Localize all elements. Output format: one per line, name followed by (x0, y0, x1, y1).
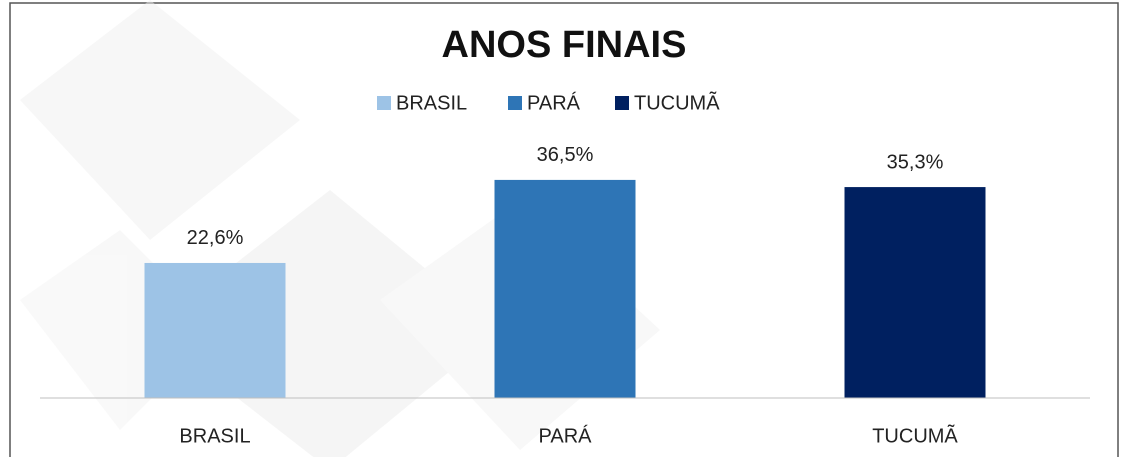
legend-label: BRASIL (396, 92, 467, 114)
legend-swatch (508, 96, 522, 110)
legend-swatch (377, 96, 391, 110)
chart-title: ANOS FINAIS (442, 24, 687, 66)
x-tick-label: TUCUMÃ (872, 423, 958, 447)
x-tick-label: BRASIL (179, 425, 250, 447)
bar (844, 187, 986, 398)
bar (144, 262, 286, 398)
value-label: 36,5% (537, 144, 594, 166)
x-tick-label: PARÁ (539, 424, 593, 447)
legend-swatch (615, 96, 629, 110)
value-label: 22,6% (187, 227, 244, 249)
legend-label: TUCUMÃ (634, 90, 720, 114)
value-label: 35,3% (887, 151, 944, 173)
bar (494, 179, 636, 398)
legend-label: PARÁ (527, 91, 581, 114)
